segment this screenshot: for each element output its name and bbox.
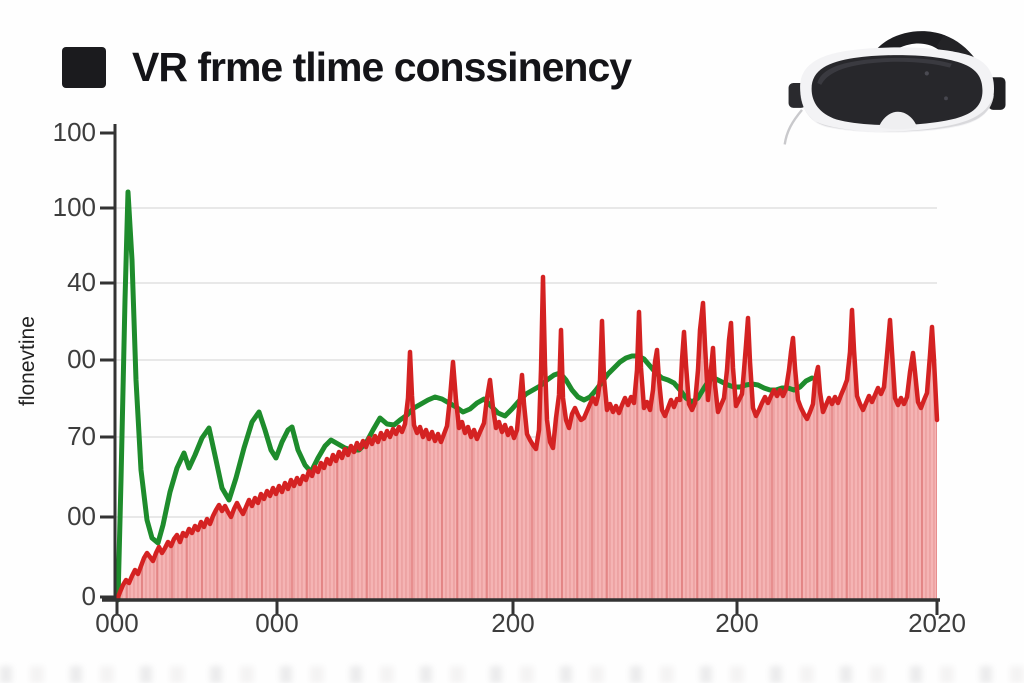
- headset-front-face: [811, 55, 983, 126]
- headset-cable: [783, 109, 803, 145]
- title-row: VR frme tlime conssinency: [62, 44, 632, 91]
- headset-sensor-dot: [944, 96, 948, 101]
- raw-series-line: [114, 274, 940, 603]
- vr-headset-image: [783, 31, 1006, 145]
- bottom-artifact-strip: [0, 666, 1024, 683]
- headset-nose-notch: [878, 111, 918, 130]
- smoothed-series-line: [115, 189, 815, 603]
- headset-face-highlight: [817, 57, 952, 85]
- headset-sensor-dot: [924, 71, 929, 76]
- page-title: VR frme tlime conssinency: [132, 44, 632, 90]
- legend-swatch: [62, 47, 106, 88]
- headset-top-strap: [867, 31, 962, 74]
